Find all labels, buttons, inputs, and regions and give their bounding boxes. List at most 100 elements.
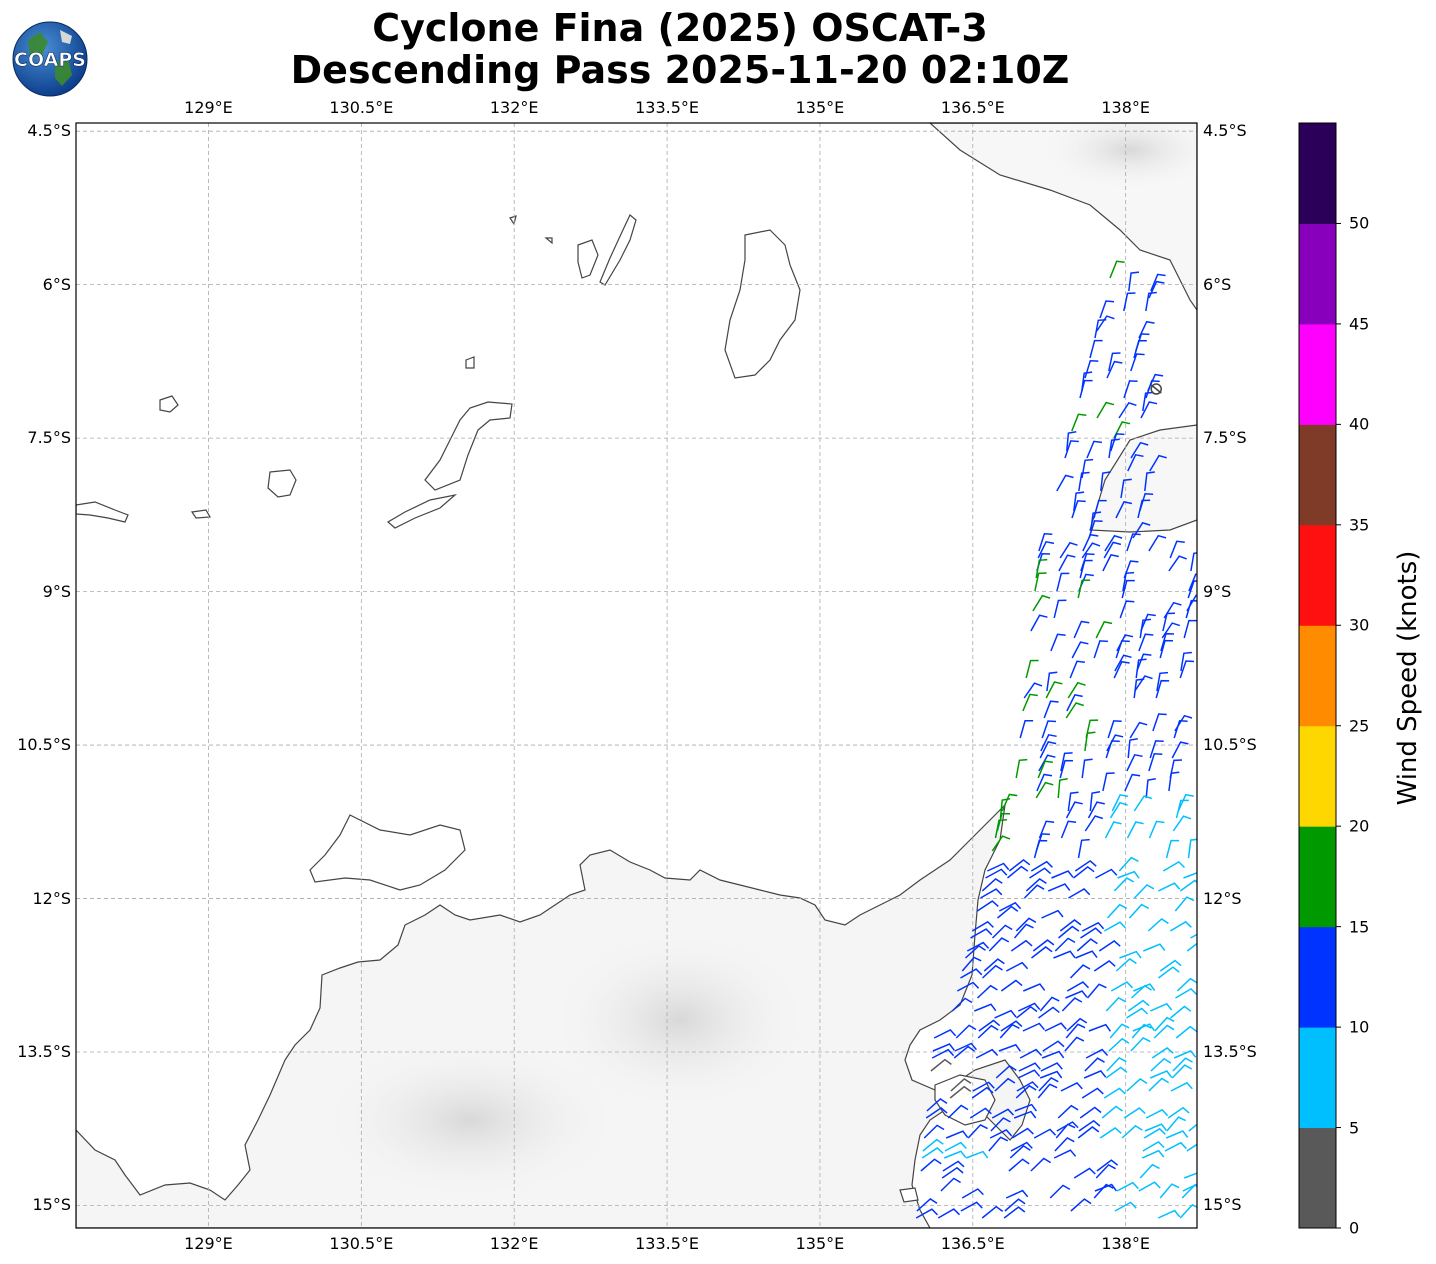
wind-barb — [1019, 1048, 1043, 1059]
wind-barb — [1150, 273, 1166, 292]
lat-tick-label-left: 7.5°S — [27, 428, 71, 448]
wind-barb — [1084, 815, 1104, 832]
island-timor-east — [76, 501, 129, 523]
map-frame — [75, 122, 1198, 1229]
lon-tick-label-bottom: 130.5°E — [329, 1234, 394, 1253]
wind-barb — [1164, 1141, 1187, 1152]
chart-title-line2: Descending Pass 2025-11-20 02:10Z — [290, 48, 1070, 92]
wind-barb — [940, 1177, 961, 1192]
wind-barb — [915, 1208, 939, 1219]
wind-barb — [1165, 1130, 1189, 1139]
wind-barb — [1186, 1143, 1197, 1152]
wind-barb — [1079, 379, 1093, 399]
wind-barb — [1019, 719, 1034, 739]
wind-barb — [1085, 719, 1099, 739]
lat-tick-label-right: 12°S — [1203, 888, 1242, 908]
wind-barb — [955, 1024, 977, 1039]
wind-barb — [991, 835, 1011, 852]
lat-tick-label-right: 15°S — [1203, 1195, 1242, 1215]
wind-barb — [1060, 1081, 1083, 1092]
wind-barb — [1081, 371, 1093, 392]
wind-barb — [1074, 859, 1097, 872]
wind-barb — [1108, 1037, 1130, 1052]
gridlines — [76, 123, 1197, 1228]
wind-barb — [1175, 987, 1197, 999]
wind-barb — [1170, 1005, 1192, 1019]
wind-barb — [988, 937, 1010, 952]
wind-barb — [1013, 923, 1034, 939]
wind-barb — [1039, 996, 1060, 1012]
wind-barb — [1127, 453, 1144, 472]
wind-barb — [1133, 339, 1147, 359]
wind-barb — [931, 1048, 955, 1059]
wind-barb — [971, 920, 994, 932]
wind-barb — [1058, 925, 1080, 939]
wind-barb — [1171, 741, 1189, 759]
colorbar-segment — [1299, 323, 1336, 425]
logo-text: COAPS — [14, 49, 86, 71]
wind-barb — [1059, 759, 1074, 779]
wind-barb — [970, 928, 993, 939]
wind-barb — [1041, 1050, 1065, 1059]
wind-barb — [1077, 579, 1091, 599]
wind-barb — [983, 958, 1005, 972]
wind-barb — [1139, 618, 1152, 639]
lon-tick-label-bottom: 135°E — [795, 1234, 845, 1253]
wind-barb — [1057, 1104, 1079, 1119]
wind-barb — [1000, 979, 1023, 992]
wind-barb — [1169, 759, 1183, 779]
lon-tick-label-top: 136.5°E — [940, 98, 1005, 117]
wind-barb — [1046, 671, 1058, 692]
colorbar-segment — [1299, 625, 1336, 727]
wind-barb — [1005, 1189, 1029, 1199]
wind-barb — [1168, 771, 1180, 792]
colorbar-tick-label: 40 — [1349, 414, 1370, 434]
wind-barb — [1066, 694, 1083, 712]
wind-barb — [1050, 633, 1066, 652]
wind-barb — [941, 1166, 964, 1179]
wind-barb — [1059, 919, 1082, 932]
wind-barb — [1130, 353, 1145, 372]
wind-barb — [1035, 558, 1048, 579]
wind-barb — [1096, 401, 1115, 419]
wind-barb — [1134, 675, 1153, 692]
wind-barb — [1067, 791, 1079, 812]
wind-barb — [976, 984, 998, 999]
wind-barb — [1086, 440, 1102, 459]
wind-barb — [1109, 1023, 1130, 1039]
wind-barb — [1102, 772, 1115, 792]
wind-barb — [1068, 888, 1091, 899]
wind-barb — [1133, 884, 1155, 899]
wind-barb — [1132, 1023, 1155, 1032]
colorbar-tick-label: 20 — [1349, 816, 1370, 836]
wind-barb — [1003, 1206, 1026, 1219]
lat-tick-label-left: 6°S — [42, 274, 71, 294]
wind-barb — [1140, 401, 1158, 419]
wind-barb — [1082, 533, 1099, 552]
wind-barb — [1145, 1108, 1169, 1119]
wind-barb — [1030, 614, 1048, 632]
wind-barb — [1133, 795, 1153, 812]
lon-tick-label-top: 133.5°E — [635, 98, 700, 117]
lat-tick-label-right: 7.5°S — [1203, 428, 1247, 448]
colorbar-tick-label: 5 — [1349, 1118, 1360, 1138]
colorbar-segment — [1299, 725, 1336, 827]
wind-barb — [921, 1147, 944, 1159]
lon-tick-label-top: 130.5°E — [329, 98, 394, 117]
wind-barb — [1143, 943, 1166, 952]
wind-barb — [1105, 996, 1127, 1012]
wind-barb — [1126, 1007, 1149, 1019]
wind-barb — [1038, 1006, 1060, 1019]
wind-barb — [1130, 984, 1152, 999]
wind-barb — [1000, 1020, 1023, 1032]
wind-barb — [960, 1201, 983, 1212]
lon-tick-label-bottom: 138°E — [1101, 1234, 1150, 1253]
wind-barb — [981, 1205, 1004, 1219]
wind-barb — [1078, 471, 1090, 492]
wind-barb — [1054, 937, 1076, 952]
wind-barb — [1110, 433, 1125, 452]
wind-barb — [1096, 1159, 1119, 1172]
wind-barb — [1009, 1144, 1031, 1159]
wind-barb — [1033, 839, 1048, 859]
wind-barb — [966, 941, 990, 952]
